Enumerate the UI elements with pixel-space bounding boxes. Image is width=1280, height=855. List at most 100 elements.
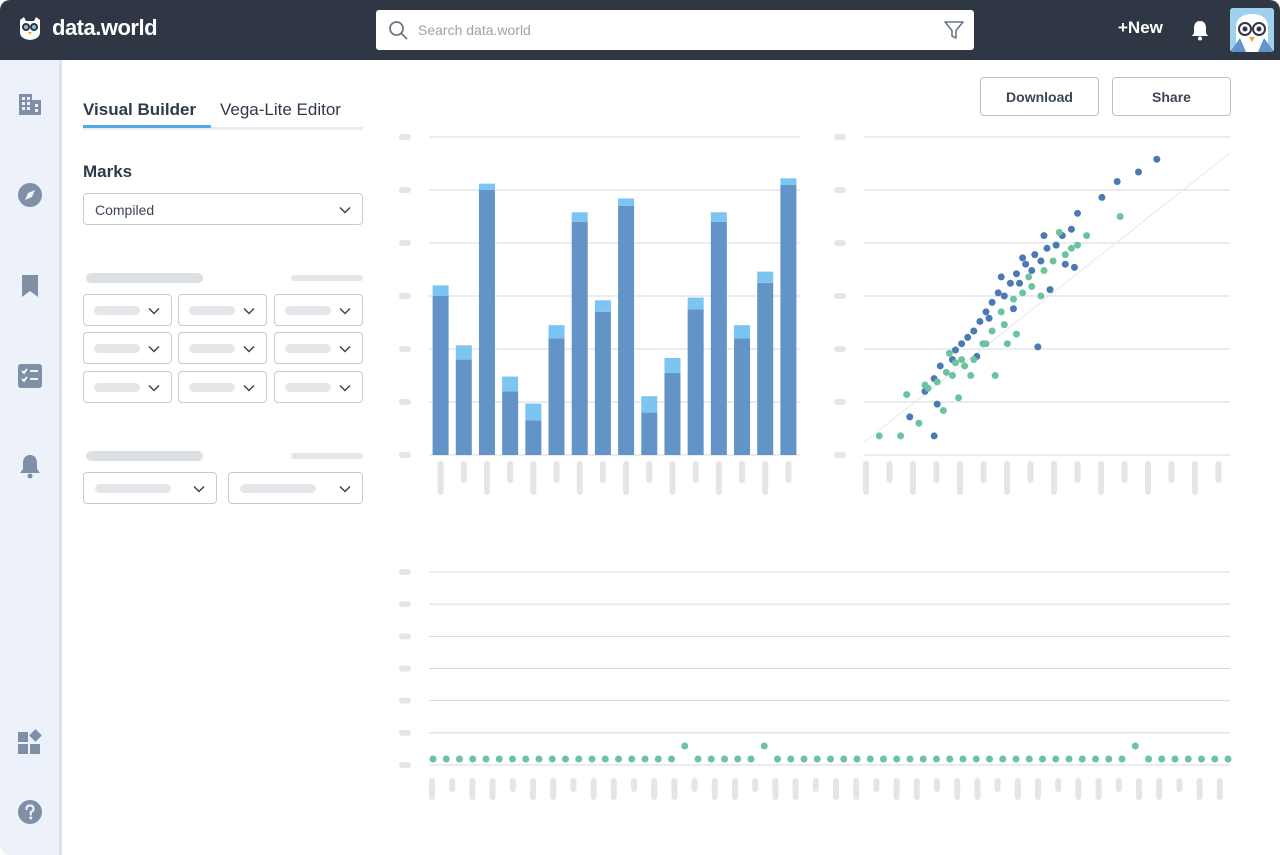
bar-stack-segment (687, 297, 704, 310)
scatter-point (1113, 178, 1121, 186)
chevron-down-icon (339, 485, 351, 493)
new-button[interactable]: +New (1118, 18, 1163, 37)
strip-point (1171, 755, 1179, 763)
explore-compass-icon[interactable] (16, 181, 44, 209)
notifications-bell-sidebar-icon[interactable] (16, 452, 44, 480)
strip-chart-x-tick-label-placeholder (812, 778, 819, 792)
strip-chart-x-tick-label-placeholder (550, 778, 557, 800)
bar-chart-x-tick-label-placeholder (507, 461, 514, 483)
bar (734, 338, 751, 455)
chevron-down-icon (339, 206, 351, 214)
strip-chart-y-tick-label-placeholder (399, 762, 411, 768)
scatter-point (997, 308, 1005, 316)
scatter-point (915, 419, 923, 427)
bar (571, 221, 588, 455)
scatter-chart-x-tick-label-placeholder (1051, 461, 1057, 495)
select-value-placeholder (94, 344, 140, 353)
scatter-chart-y-tick-label-placeholder (834, 293, 846, 299)
bar (525, 420, 542, 455)
strip-chart-x-tick-label-placeholder (853, 778, 860, 800)
scatter-chart-x-tick-label-placeholder (1168, 461, 1175, 483)
encoding-select[interactable] (274, 294, 363, 326)
chevron-down-icon (243, 345, 255, 353)
strip-point (986, 755, 993, 763)
filter-icon[interactable] (942, 18, 966, 42)
bar-chart-x-tick-label-placeholder (785, 461, 792, 483)
tab-vega-lite-editor[interactable]: Vega-Lite Editor (220, 100, 341, 119)
strip-chart-x-tick-label-placeholder (449, 778, 456, 792)
scatter-point (961, 362, 969, 370)
integrations-apps-icon[interactable] (16, 728, 44, 756)
strip-chart-x-tick-label-placeholder (732, 778, 738, 800)
encoding-select[interactable] (274, 332, 363, 364)
strip-point (482, 755, 490, 763)
scatter-point (1052, 241, 1060, 249)
scatter-chart-x-tick-label-placeholder (1215, 461, 1222, 483)
scatter-point (994, 289, 1002, 297)
scatter-chart-x-tick-label-placeholder (1074, 461, 1081, 483)
help-question-icon[interactable] (16, 798, 44, 826)
strip-point (747, 755, 755, 763)
strip-point (456, 755, 463, 763)
marks-select[interactable]: Compiled (83, 193, 363, 225)
scatter-point (1022, 260, 1030, 268)
scatter-point (955, 394, 963, 402)
strip-point (880, 755, 887, 763)
download-button[interactable]: Download (980, 77, 1099, 116)
scatter-point (1070, 263, 1078, 271)
scatter-point (1031, 251, 1039, 259)
scatter-chart-x-tick-label-placeholder (980, 461, 987, 483)
bar-stack-segment (618, 198, 635, 206)
scatter-point (970, 356, 978, 364)
strip-point (469, 755, 477, 763)
scatter-point (1083, 232, 1091, 240)
bookmark-icon[interactable] (16, 272, 44, 300)
scatter-point (952, 359, 959, 367)
tab-visual-builder[interactable]: Visual Builder (83, 100, 197, 119)
scatter-point (930, 432, 938, 440)
strip-chart-x-tick-label-placeholder (1075, 778, 1082, 800)
scatter-chart-x-tick-label-placeholder (863, 461, 869, 495)
user-avatar[interactable] (1230, 8, 1274, 52)
encoding-select[interactable] (178, 332, 267, 364)
scatter-point (1061, 260, 1069, 268)
encoding-select[interactable] (83, 294, 172, 326)
option-select[interactable] (83, 472, 217, 504)
scatter-chart-x-tick-label-placeholder (1192, 461, 1198, 495)
strip-chart-x-tick-label-placeholder (752, 778, 759, 792)
strip-point (654, 755, 662, 763)
strip-point (1118, 755, 1126, 763)
share-button[interactable]: Share (1112, 77, 1231, 116)
builder-tabs: Visual Builder Vega-Lite Editor (83, 98, 363, 130)
chevron-down-icon (243, 384, 255, 392)
tasks-checklist-icon[interactable] (16, 362, 44, 390)
strip-point (813, 755, 821, 763)
bar-stack-segment (594, 300, 611, 312)
bar (432, 296, 449, 455)
strip-chart-x-tick-label-placeholder (954, 778, 961, 800)
bar (618, 205, 635, 455)
encoding-select[interactable] (178, 294, 267, 326)
option-select[interactable] (228, 472, 363, 504)
strip-point (972, 755, 980, 763)
notifications-bell-icon[interactable] (1188, 18, 1212, 42)
encoding-select[interactable] (83, 371, 172, 403)
encoding-select[interactable] (178, 371, 267, 403)
strip-chart-x-tick-label-placeholder (671, 778, 678, 800)
options-section-action-placeholder (291, 453, 363, 459)
organizations-building-icon[interactable] (16, 90, 44, 118)
bar (757, 282, 774, 455)
strip-chart-x-tick-label-placeholder (610, 778, 617, 800)
strip-chart-x-tick-label-placeholder (1035, 778, 1041, 800)
brand-logo[interactable]: data.world (16, 14, 158, 42)
bar-chart-x-tick-label-placeholder (437, 461, 444, 495)
search-icon[interactable] (388, 20, 408, 40)
scatter-chart-x-tick-label-placeholder (1004, 461, 1010, 495)
search-input[interactable] (418, 18, 918, 42)
bar-chart-x-tick-label-placeholder (692, 461, 699, 483)
bar-chart-x-tick-label-placeholder (483, 461, 490, 495)
strip-chart-y-tick-label-placeholder (399, 729, 411, 736)
encoding-select[interactable] (83, 332, 172, 364)
encoding-select[interactable] (274, 371, 363, 403)
